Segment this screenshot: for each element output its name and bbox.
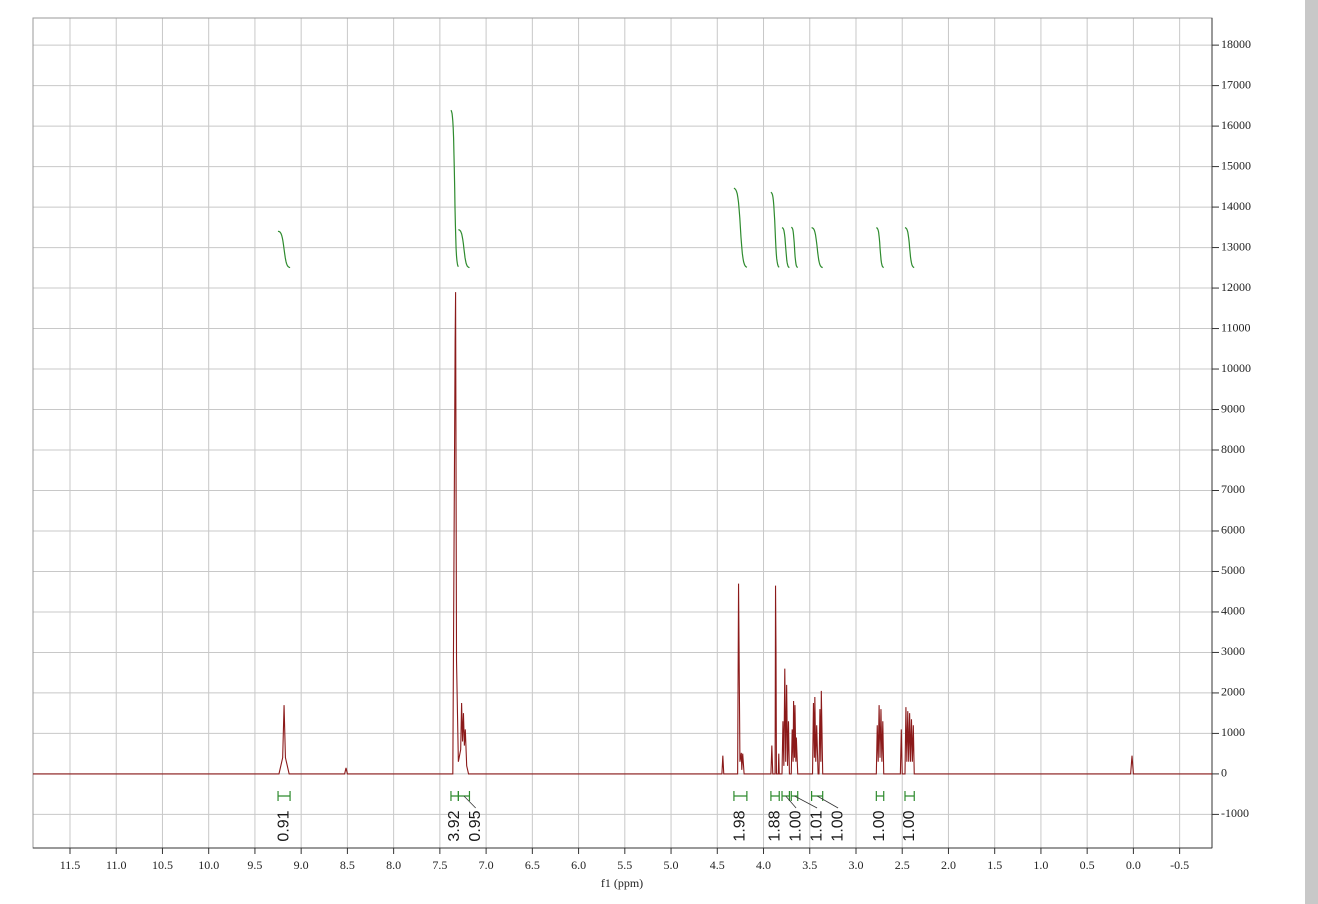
y-tick-label: 10000 (1221, 361, 1251, 375)
side-strip (1305, 0, 1318, 904)
x-tick-label: 4.0 (756, 858, 771, 872)
x-tick-label: 9.5 (247, 858, 262, 872)
leader-line (794, 795, 818, 809)
x-tick-label: 8.5 (340, 858, 355, 872)
y-tick-label: 4000 (1221, 604, 1245, 618)
integral-curve (277, 230, 291, 269)
x-tick-label: 3.5 (802, 858, 817, 872)
x-tick-label: 0.5 (1080, 858, 1095, 872)
integral-curve (458, 229, 470, 269)
x-tick-label: 8.0 (386, 858, 401, 872)
x-tick-label: 4.5 (710, 858, 725, 872)
x-tick-label: 6.5 (525, 858, 540, 872)
integral-curve (811, 227, 823, 269)
integral-bracket (733, 791, 748, 801)
integral-curve (733, 187, 748, 268)
integral-bracket (781, 791, 791, 801)
y-tick-label: 15000 (1221, 158, 1251, 172)
y-tick-label: 3000 (1221, 644, 1245, 658)
x-tick-label: 5.5 (617, 858, 632, 872)
x-tick-label: 0.0 (1126, 858, 1141, 872)
integral-curve (876, 227, 884, 269)
y-tick-label: -1000 (1221, 806, 1249, 820)
integral-curve (450, 109, 459, 268)
integral-curve (770, 191, 780, 268)
integral-bracket (875, 791, 885, 801)
leader-line (785, 795, 797, 809)
y-tick-label: 7000 (1221, 482, 1245, 496)
x-tick-label: 11.0 (106, 858, 127, 872)
x-tick-label: 5.0 (664, 858, 679, 872)
y-tick-label: 18000 (1221, 37, 1251, 51)
y-tick-label: 6000 (1221, 523, 1245, 537)
x-axis-label: f1 (ppm) (601, 876, 643, 890)
integral-label: 1.98 (732, 810, 749, 841)
y-tick-label: 13000 (1221, 239, 1251, 253)
x-tick-label: 7.5 (432, 858, 447, 872)
integral-label: 1.00 (871, 810, 888, 841)
x-tick-label: 1.5 (987, 858, 1002, 872)
integral-label: 1.88 (766, 810, 783, 841)
integral-curve (904, 227, 915, 269)
integral-label: 1.01 (808, 810, 825, 841)
x-tick-label: 3.0 (848, 858, 863, 872)
x-tick-label: 7.0 (479, 858, 494, 872)
x-tick-label: 6.0 (571, 858, 586, 872)
y-tick-label: 16000 (1221, 118, 1251, 132)
integral-bracket (770, 791, 780, 801)
y-tick-label: 11000 (1221, 320, 1251, 334)
y-tick-label: 2000 (1221, 685, 1245, 699)
integral-label: 0.91 (275, 810, 292, 841)
integral-bracket (450, 791, 459, 801)
integral-label: 1.00 (901, 810, 918, 841)
integral-label: 1.00 (829, 810, 846, 841)
integral-label: 3.92 (446, 810, 463, 841)
integral-label: 1.00 (787, 810, 804, 841)
x-tick-label: 10.5 (152, 858, 173, 872)
integral-curve (790, 226, 798, 269)
leader-line (463, 795, 476, 809)
x-tick-label: 2.5 (895, 858, 910, 872)
x-tick-label: 2.0 (941, 858, 956, 872)
integral-label: 0.95 (467, 810, 484, 841)
spectrum-line (33, 292, 1212, 775)
integral-bracket (904, 791, 915, 801)
x-tick-label: 10.0 (198, 858, 219, 872)
x-tick-label: 9.0 (294, 858, 309, 872)
y-tick-label: 1000 (1221, 725, 1245, 739)
x-tick-label: 11.5 (60, 858, 81, 872)
integral-curve (781, 227, 790, 269)
leader-line (816, 795, 839, 809)
y-tick-label: 0 (1221, 766, 1227, 780)
y-tick-label: 9000 (1221, 401, 1245, 415)
plot-frame (32, 17, 1213, 849)
y-tick-label: 12000 (1221, 280, 1251, 294)
integral-bracket (277, 791, 291, 801)
y-tick-label: 14000 (1221, 199, 1251, 213)
y-tick-label: 5000 (1221, 563, 1245, 577)
x-tick-label: -0.5 (1170, 858, 1189, 872)
y-tick-label: 8000 (1221, 442, 1245, 456)
y-tick-label: 17000 (1221, 77, 1251, 91)
x-tick-label: 1.0 (1033, 858, 1048, 872)
